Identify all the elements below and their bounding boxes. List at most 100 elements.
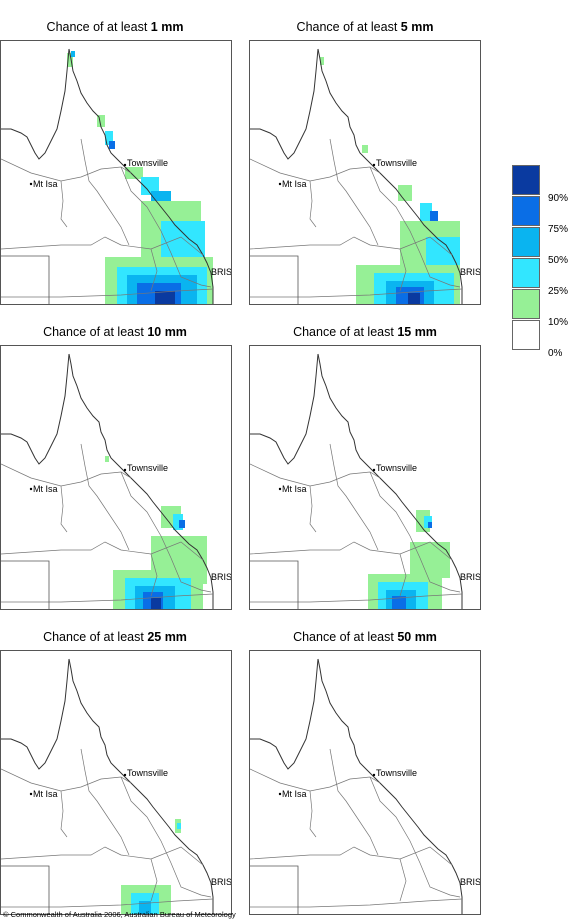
region-boundary: [309, 790, 317, 838]
panel-title-50mm: Chance of at least 50 mm: [293, 630, 437, 644]
region-boundary: [329, 138, 355, 204]
townsville-label: Townsville: [127, 768, 169, 778]
inset-box: [1, 560, 50, 609]
map-svg: [250, 658, 463, 914]
map-svg: [250, 48, 463, 304]
rainfall-probability-patch: [320, 57, 324, 65]
legend-label-50: 50%: [548, 255, 569, 266]
rainfall-probability-patch: [71, 51, 75, 57]
legend-swatch-10-25: [512, 289, 540, 319]
region-boundary: [353, 507, 379, 551]
region-boundary: [1, 288, 214, 298]
rainfall-probability-patch: [105, 456, 109, 462]
region-boundary: [1, 463, 132, 487]
region-boundary: [353, 202, 379, 246]
legend-label-75: 75%: [548, 224, 569, 235]
panel-title-1mm: Chance of at least 1 mm: [46, 20, 184, 34]
region-boundary: [250, 541, 453, 561]
region-boundary: [369, 471, 461, 593]
region-boundary: [250, 846, 453, 866]
map-5mm: Townsville Mt Isa BRIS: [249, 40, 481, 305]
townsville-dot: [372, 773, 376, 777]
townsville-label: Townsville: [376, 158, 418, 168]
mt-isa-label: Mt Isa: [282, 789, 307, 799]
legend-swatch-0-10: [512, 320, 540, 350]
rainfall-probability-patch: [408, 293, 420, 304]
townsville-dot: [372, 468, 376, 472]
legend-swatch-90-100: [512, 165, 540, 195]
mt-isa-label: Mt Isa: [33, 484, 58, 494]
rainfall-probability-patch: [179, 520, 185, 528]
map-50mm: Townsville Mt Isa BRIS: [249, 650, 481, 915]
mt-isa-dot: [29, 792, 33, 796]
townsville-dot: [123, 163, 127, 167]
region-boundary: [329, 748, 355, 814]
panel-title-5mm: Chance of at least 5 mm: [296, 20, 434, 34]
inset-box: [250, 865, 299, 914]
mt-isa-label: Mt Isa: [282, 179, 307, 189]
townsville-label: Townsville: [376, 768, 418, 778]
region-boundary: [1, 846, 204, 866]
map-svg: [1, 48, 214, 304]
rainfall-probability-patch: [173, 514, 183, 530]
coastline: [68, 658, 214, 914]
map-25mm: Townsville Mt Isa BRIS: [0, 650, 232, 915]
region-boundary: [120, 776, 212, 898]
brisbane-label: BRIS: [211, 877, 232, 887]
legend-label-10: 10%: [548, 317, 569, 328]
townsville-dot: [372, 163, 376, 167]
townsville-label: Townsville: [127, 463, 169, 473]
region-boundary: [399, 858, 407, 902]
region-boundary: [104, 812, 130, 856]
region-boundary: [250, 898, 463, 908]
region-boundary: [329, 443, 355, 509]
gulf-coastline: [250, 658, 319, 770]
mt-isa-label: Mt Isa: [282, 484, 307, 494]
region-boundary: [80, 138, 106, 204]
inset-box: [250, 255, 299, 304]
map-svg: [1, 658, 214, 914]
brisbane-label: BRIS: [211, 267, 232, 277]
gulf-coastline: [250, 353, 319, 465]
region-boundary: [250, 236, 453, 256]
region-boundary: [309, 485, 317, 533]
region-boundary: [399, 553, 407, 597]
region-boundary: [80, 443, 106, 509]
region-boundary: [353, 812, 379, 856]
coastline: [317, 658, 463, 914]
map-15mm: Townsville Mt Isa BRIS: [249, 345, 481, 610]
rainfall-probability-patch: [362, 145, 368, 153]
legend-swatch-75-90: [512, 196, 540, 226]
map-1mm: Townsville Mt Isa BRIS: [0, 40, 232, 305]
inset-box: [250, 560, 299, 609]
rainfall-probability-patch: [177, 823, 181, 829]
copyright-footer: © Commonwealth of Australia 2006, Austra…: [3, 910, 236, 919]
map-10mm: Townsville Mt Isa BRIS: [0, 345, 232, 610]
rainfall-probability-patch: [151, 598, 161, 609]
region-boundary: [60, 180, 68, 228]
legend-label-90: 90%: [548, 193, 569, 204]
region-boundary: [250, 593, 463, 603]
rainfall-probability-patch: [67, 53, 73, 67]
legend-label-0: 0%: [548, 348, 563, 359]
mt-isa-label: Mt Isa: [33, 789, 58, 799]
region-boundary: [120, 166, 212, 288]
region-boundary: [60, 485, 68, 533]
region-boundary: [104, 202, 130, 246]
townsville-label: Townsville: [127, 158, 169, 168]
panel-title-10mm: Chance of at least 10 mm: [43, 325, 187, 339]
region-boundary: [399, 248, 407, 292]
region-boundary: [150, 248, 158, 292]
townsville-dot: [123, 468, 127, 472]
region-boundary: [250, 158, 381, 182]
mt-isa-dot: [278, 182, 282, 186]
rainfall-probability-patch: [398, 185, 412, 201]
inset-box: [1, 865, 50, 914]
panel-title-25mm: Chance of at least 25 mm: [43, 630, 187, 644]
mt-isa-dot: [278, 487, 282, 491]
legend-swatch-25-50: [512, 258, 540, 288]
rainfall-probability-patch: [139, 901, 151, 914]
region-boundary: [309, 180, 317, 228]
brisbane-label: BRIS: [211, 572, 232, 582]
region-boundary: [1, 768, 132, 792]
